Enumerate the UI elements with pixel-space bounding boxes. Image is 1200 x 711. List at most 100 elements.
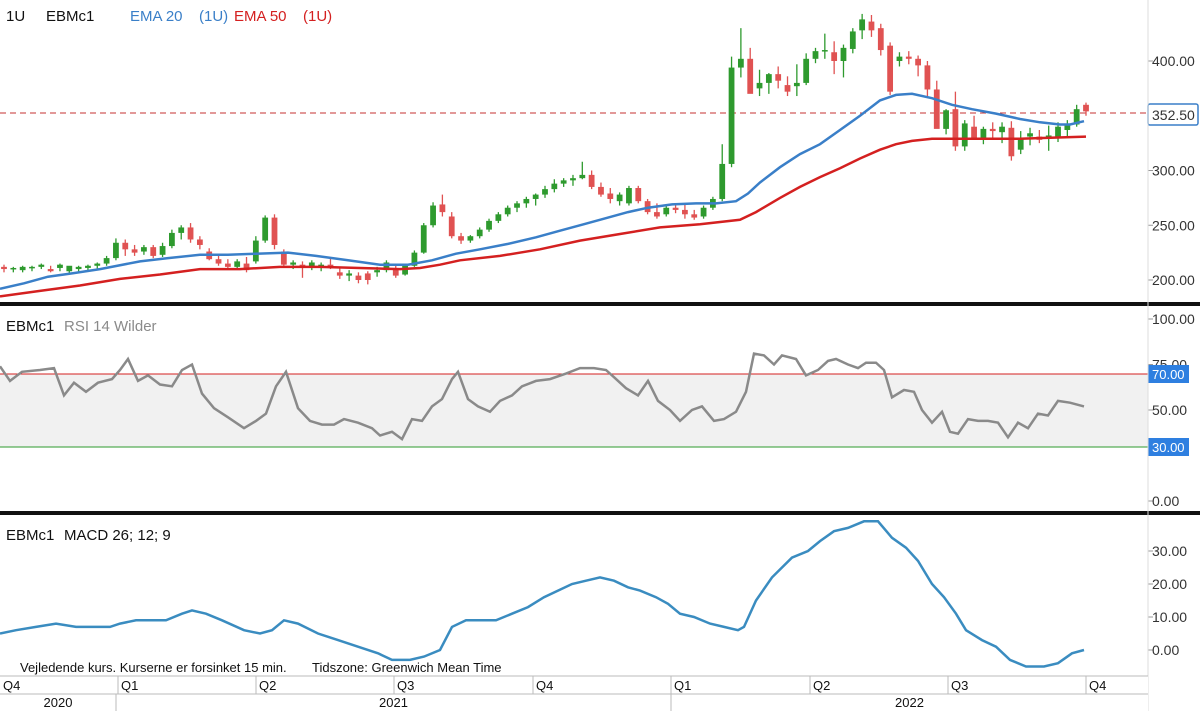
candle [1, 264, 7, 273]
candle-body [532, 194, 539, 199]
quarter-label: Q3 [951, 678, 968, 693]
candle [747, 47, 754, 94]
quarter-label: Q4 [1089, 678, 1106, 693]
candle-body [336, 272, 343, 276]
interval-label[interactable]: 1U [6, 8, 25, 25]
candle-body [178, 227, 185, 233]
candle [486, 218, 492, 232]
candle [252, 236, 259, 264]
candle-body [803, 58, 810, 83]
candle [943, 109, 949, 135]
candle-body [887, 45, 894, 92]
candle [439, 194, 446, 217]
candle [159, 242, 166, 258]
candle [682, 204, 688, 219]
candle-body [793, 82, 800, 87]
candle-body [999, 126, 1005, 133]
candle [532, 193, 539, 206]
candle-body [1064, 124, 1071, 130]
candle-body [523, 198, 530, 204]
candle-body [504, 207, 511, 215]
candle [691, 209, 698, 220]
candle [840, 44, 847, 78]
candle [793, 64, 800, 97]
candle [29, 265, 35, 272]
candle-body [971, 126, 977, 138]
candle [598, 182, 604, 197]
quarter-labels: Q4 Q1 Q2 Q3 Q4 Q1 Q2 Q3 Q4 [3, 676, 1106, 694]
candle [803, 53, 810, 86]
ema20-legend[interactable]: EMA 20 [130, 8, 183, 25]
candle-body [747, 58, 754, 94]
candle-body [551, 183, 558, 190]
candle-body [775, 74, 782, 81]
candle-body [10, 267, 17, 270]
rsi-tick-label: 100.00 [1152, 311, 1195, 327]
candle [131, 244, 138, 256]
candle [877, 23, 884, 56]
last-price-value: 352.50 [1152, 107, 1195, 123]
candle [150, 244, 157, 259]
candle [700, 205, 707, 219]
quarter-label: Q4 [536, 678, 553, 693]
candle-body [103, 258, 110, 264]
rsi-legend[interactable]: RSI 14 Wilder [64, 318, 157, 335]
candle-body [243, 263, 250, 271]
candle-body [383, 262, 390, 271]
candle-body [66, 265, 73, 272]
candle [113, 238, 119, 261]
candle [523, 196, 530, 208]
candle [10, 266, 17, 273]
macd-legend[interactable]: MACD 26; 12; 9 [64, 527, 171, 544]
candle-body [933, 89, 940, 129]
candle-body [560, 180, 567, 184]
pane-divider-1[interactable] [0, 302, 1200, 306]
candlesticks [1, 13, 1089, 285]
candle [570, 174, 576, 186]
quarter-label: Q1 [674, 678, 691, 693]
candle-body [448, 216, 455, 237]
pane-divider-2[interactable] [0, 511, 1200, 515]
candle [271, 214, 278, 250]
candle-body [1055, 126, 1061, 138]
candle-body [1083, 104, 1089, 112]
candle-body [476, 229, 483, 237]
candle [1055, 122, 1061, 143]
candle [346, 270, 353, 282]
candle [514, 201, 520, 213]
candle [1008, 121, 1015, 161]
candle [364, 271, 371, 285]
candle-body [570, 178, 576, 181]
candle-body [915, 58, 921, 66]
candle [775, 66, 782, 89]
candle [821, 33, 828, 59]
candle-body [486, 220, 492, 230]
candle [868, 15, 875, 37]
candle [402, 264, 408, 276]
quarter-label: Q2 [259, 678, 276, 693]
candle-body [980, 128, 987, 138]
price-tick-label: 200.00 [1152, 272, 1195, 288]
candle-body [877, 28, 884, 51]
candle-body [430, 205, 436, 226]
macd-pane: 0.00 10.00 20.00 30.00 EBMc1 MACD 26; 12; 9… [0, 520, 1187, 675]
candle-body [57, 264, 63, 268]
candle-body [364, 273, 371, 280]
quarter-label: Q4 [3, 678, 20, 693]
candle-body [113, 242, 119, 259]
candle [1064, 120, 1071, 137]
candle-body [38, 264, 45, 267]
candle [94, 262, 101, 270]
candle [542, 185, 548, 198]
quarter-label: Q3 [397, 678, 414, 693]
macd-tick-label: 10.00 [1152, 609, 1187, 625]
candle [551, 179, 558, 193]
rsi-lower-box [1148, 438, 1189, 456]
candle-body [691, 214, 698, 218]
candle [971, 115, 977, 140]
candle-body [607, 193, 614, 199]
rsi-tick-label: 0.00 [1152, 493, 1179, 509]
ema50-legend[interactable]: EMA 50 [234, 8, 287, 25]
candle [504, 205, 511, 217]
